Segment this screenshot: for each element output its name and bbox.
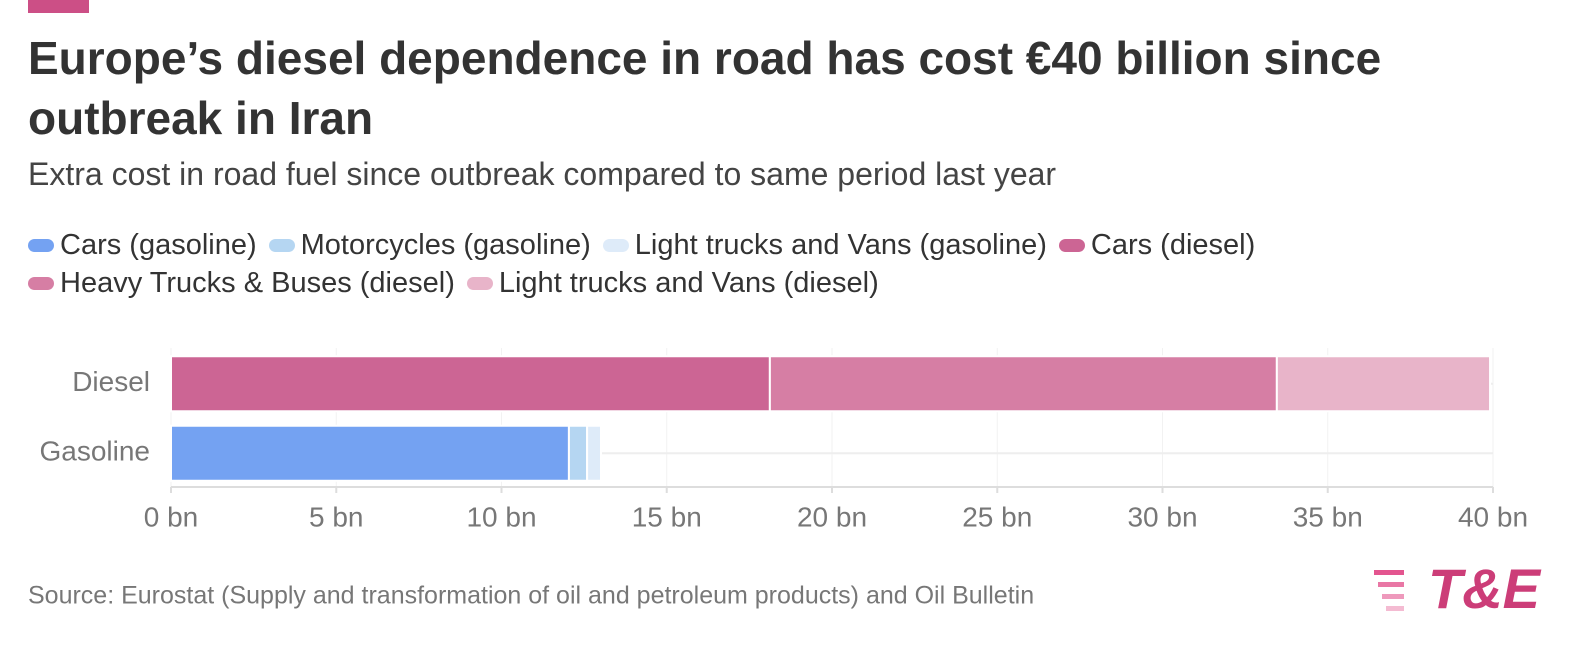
legend-item: Cars (gasoline) — [28, 228, 257, 262]
bar-segment — [768, 355, 1278, 413]
x-tick-label: 15 bn — [632, 501, 702, 532]
chart-title: Europe’s diesel dependence in road has c… — [28, 32, 1382, 144]
y-tick-label: Gasoline — [39, 436, 150, 467]
bar-segment — [170, 355, 771, 413]
x-tick-label: 5 bn — [309, 501, 364, 532]
legend-swatch — [466, 276, 493, 290]
logo: T&E — [1428, 557, 1542, 620]
x-tick-label: 0 bn — [144, 501, 199, 532]
chart-subtitle: Extra cost in road fuel since outbreak c… — [28, 156, 1057, 192]
legend-swatch — [602, 238, 629, 252]
legend-item: Light trucks and Vans (diesel) — [466, 266, 879, 300]
logo-mark — [1374, 570, 1404, 611]
bar-segment — [1275, 355, 1492, 413]
legend-swatch — [268, 238, 295, 252]
legend-label: Cars (gasoline) — [60, 228, 257, 261]
x-tick-label: 35 bn — [1293, 501, 1363, 532]
legend-swatch — [1058, 238, 1085, 252]
accent-bar — [28, 0, 89, 13]
legend-label: Light trucks and Vans (gasoline) — [634, 228, 1047, 261]
legend-item: Motorcycles (gasoline) — [268, 228, 591, 262]
legend-item: Light trucks and Vans (gasoline) — [602, 228, 1047, 262]
source: Source: Eurostat (Supply and transformat… — [28, 582, 1034, 610]
legend: Cars (gasoline) Motorcycles (gasoline) Lig… — [28, 228, 1428, 300]
legend-label: Heavy Trucks & Buses (diesel) — [60, 266, 455, 299]
legend-label: Light trucks and Vans (diesel) — [498, 266, 879, 299]
legend-swatch — [28, 276, 54, 290]
y-tick-label: Diesel — [72, 366, 150, 397]
x-tick-label: 10 bn — [466, 501, 536, 532]
x-tick-label: 30 bn — [1127, 501, 1197, 532]
legend-label: Motorcycles (gasoline) — [300, 228, 591, 261]
bar-segment — [170, 424, 570, 482]
bar-segment — [567, 424, 589, 482]
x-tick-label: 20 bn — [797, 501, 867, 532]
x-tick-label: 40 bn — [1458, 501, 1528, 532]
bar-segment — [586, 424, 602, 482]
legend-swatch — [28, 238, 54, 252]
x-tick-label: 25 bn — [962, 501, 1032, 532]
legend-item: Heavy Trucks & Buses (diesel) — [28, 266, 455, 300]
legend-item: Cars (diesel) — [1058, 228, 1256, 262]
legend-label: Cars (diesel) — [1090, 228, 1256, 261]
